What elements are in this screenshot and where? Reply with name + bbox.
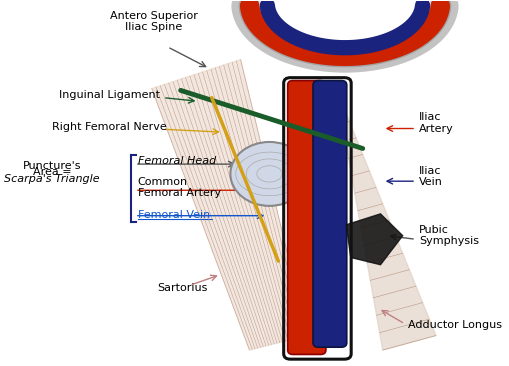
FancyBboxPatch shape [313,81,346,347]
Text: Puncture's: Puncture's [22,161,81,171]
Text: Antero Superior
Iliac Spine: Antero Superior Iliac Spine [110,11,197,32]
FancyBboxPatch shape [287,81,325,354]
Text: Sartorius: Sartorius [156,283,207,292]
Polygon shape [346,214,402,265]
Text: Inguinal Ligament: Inguinal Ligament [59,90,160,100]
Text: Femoral Head: Femoral Head [137,156,215,166]
Text: Femoral Vein: Femoral Vein [137,210,209,220]
Text: Right Femoral Nerve: Right Femoral Nerve [52,122,166,132]
Text: Iliac
Vein: Iliac Vein [418,166,442,187]
Text: Adductor Longus: Adductor Longus [407,320,500,330]
Text: Scarpa's Triangle: Scarpa's Triangle [4,174,99,184]
Text: Common
Femoral Artery: Common Femoral Artery [137,176,220,198]
Polygon shape [152,60,306,350]
Text: Pubic
Symphysis: Pubic Symphysis [418,225,478,246]
Text: Iliac
Artery: Iliac Artery [418,112,453,134]
Polygon shape [335,89,435,350]
Text: Area =: Area = [33,167,71,177]
Circle shape [230,142,308,206]
